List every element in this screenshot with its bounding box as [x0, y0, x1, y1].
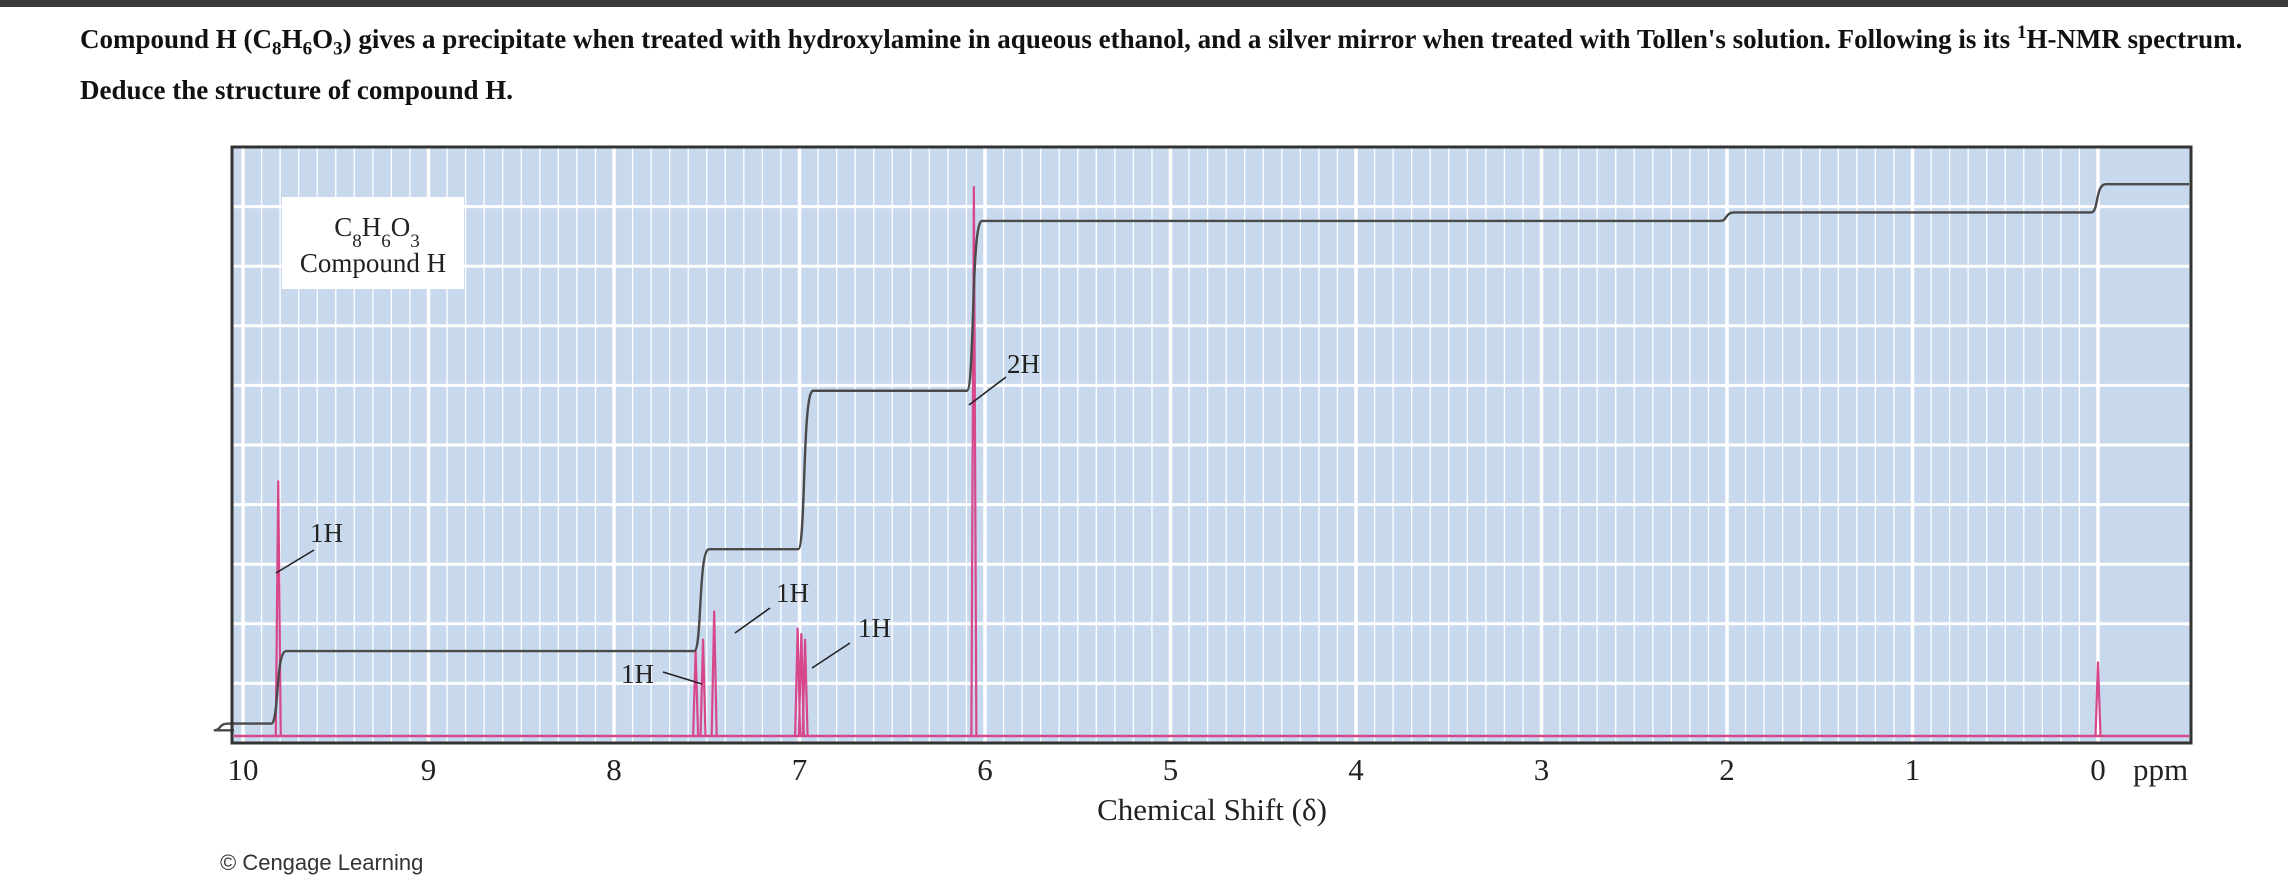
x-tick-label: 9	[421, 752, 437, 787]
compound-label: Compound H	[300, 248, 446, 278]
x-tick-label: 6	[977, 752, 993, 787]
annotation-leader-line	[968, 376, 1007, 406]
x-axis-ticks: 10 9 8 7 6 5 4 3 2 1 0	[228, 752, 2106, 787]
image-credit: © Cengage Learning	[220, 850, 424, 875]
x-tick-label: 0	[2090, 752, 2106, 787]
integration-annotations: 1H 1H 1H 1H 2H	[275, 349, 1040, 689]
x-tick-label: 10	[228, 752, 259, 787]
window-top-bar	[0, 0, 2288, 7]
plot-frame	[230, 145, 2193, 745]
x-tick-label: 3	[1534, 752, 1550, 787]
spectrum-peak	[710, 610, 718, 737]
x-axis-unit: ppm	[2133, 752, 2188, 787]
integral-curve	[213, 182, 2189, 732]
spectrum-peak	[2094, 661, 2102, 737]
integration-label: 1H	[621, 659, 654, 689]
x-tick-label: 4	[1348, 752, 1364, 787]
compound-legend: C8H6O3 Compound H	[282, 197, 464, 289]
annotation-leader-line	[275, 549, 315, 574]
x-tick-label: 1	[1905, 752, 1921, 787]
annotation-leader-line	[662, 671, 703, 685]
spectrum-peak	[699, 638, 707, 737]
question-text: Compound H (C8H6O3) gives a precipitate …	[80, 22, 2243, 105]
x-axis-label: Chemical Shift (δ)	[1097, 792, 1327, 827]
x-tick-label: 5	[1163, 752, 1179, 787]
integration-label: 2H	[1007, 349, 1040, 379]
annotation-leader-line	[811, 642, 851, 669]
x-tick-label: 2	[1719, 752, 1735, 787]
spectrum-peak	[801, 638, 809, 737]
x-tick-label: 7	[792, 752, 808, 787]
compound-formula: C8H6O3	[334, 212, 420, 252]
x-tick-label: 8	[606, 752, 622, 787]
annotation-leader-line	[734, 607, 771, 634]
integration-label: 1H	[776, 578, 809, 608]
spectrum-peak	[274, 480, 282, 737]
integration-label: 1H	[858, 613, 891, 643]
grid-lines	[232, 147, 2191, 743]
spectrum-peak	[970, 185, 978, 737]
integration-label: 1H	[310, 518, 343, 548]
